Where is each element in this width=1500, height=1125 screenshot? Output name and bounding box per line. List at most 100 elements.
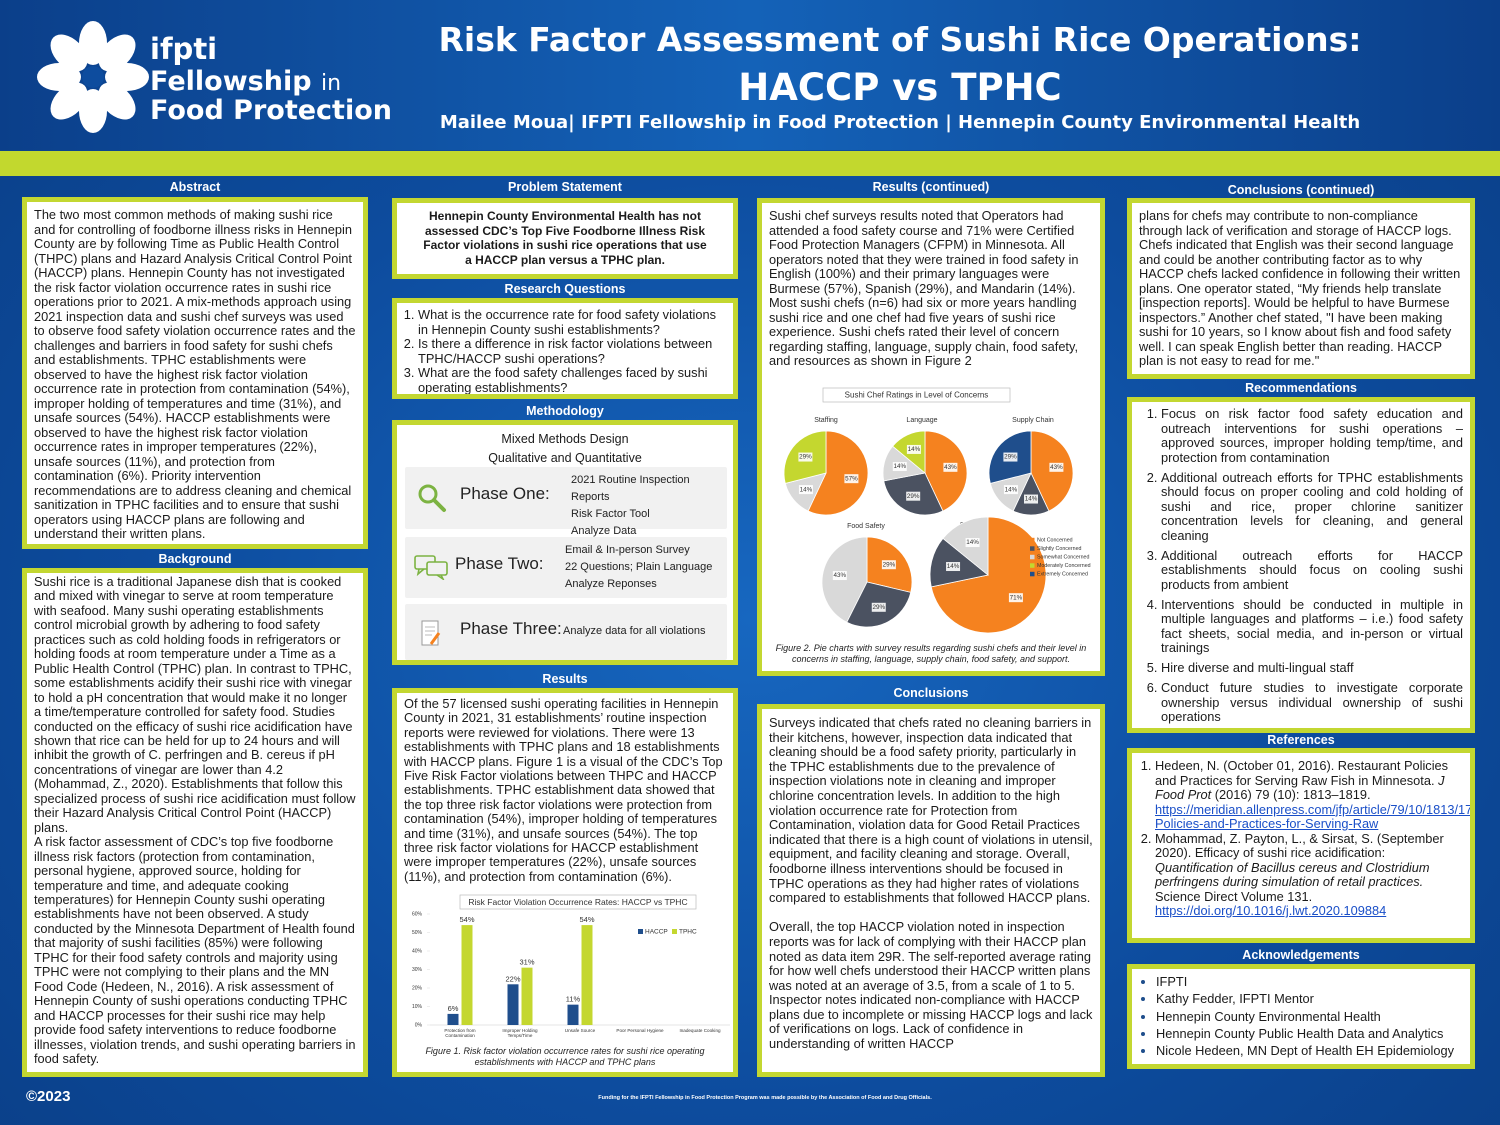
y-tick-label: 10% xyxy=(412,1004,423,1010)
pie-figure: Sushi Chef Ratings in Level of Concerns S… xyxy=(768,385,1100,640)
phase-card: Phase Two: Email & In-person Survey 22 Qu… xyxy=(405,537,727,598)
pie-label: Supply Chain xyxy=(1012,417,1054,424)
acknowledgement: Hennepin County Public Health Data and A… xyxy=(1156,1026,1463,1041)
legend-label: TPHC xyxy=(679,929,697,936)
value-label-box xyxy=(871,602,886,612)
value-label: 14% xyxy=(947,563,960,570)
logo-brand: ifpti xyxy=(150,32,218,66)
recommendation: Focus on risk factor food safety educati… xyxy=(1161,406,1463,465)
value-label-box xyxy=(906,444,921,454)
recommendation: Additional outreach efforts for TPHC est… xyxy=(1161,470,1463,544)
figure-caption: Figure 2. Pie charts with survey results… xyxy=(775,643,1087,664)
bar xyxy=(521,967,533,1025)
question-list: What is the occurrence rate for food saf… xyxy=(404,307,726,394)
value-label: 29% xyxy=(907,493,920,500)
results-box: Of the 57 licensed sushi operating facil… xyxy=(392,688,738,1077)
logo-text: Fellowship xyxy=(150,66,312,97)
reference: Hedeen, N. (October 01, 2016). Restauran… xyxy=(1155,758,1470,832)
value-label: 43% xyxy=(1050,464,1063,471)
section-heading: Results (continued) xyxy=(872,180,990,194)
chart-title: Risk Factor Violation Occurrence Rates: … xyxy=(468,897,687,907)
section-heading: References xyxy=(1267,733,1335,747)
x-tick-label: Poor Personal Hygiene xyxy=(616,1028,664,1033)
bar xyxy=(447,1013,459,1025)
paragraph: Sushi rice is a traditional Japanese dis… xyxy=(34,574,356,835)
value-label: 54% xyxy=(459,915,474,924)
references-box: Hedeen, N. (October 01, 2016). Restauran… xyxy=(1127,748,1475,943)
pie-chart: Sushi Chef Ratings in Level of Concerns S… xyxy=(783,387,1091,634)
phase-item: Email & In-person Survey xyxy=(565,544,690,556)
reference-link[interactable]: https://doi.org/10.1016/j.lwt.2020.10988… xyxy=(1155,903,1387,918)
legend-label: HACCP xyxy=(645,929,668,936)
phase-item: Analyze data for all violations xyxy=(563,625,706,637)
value-label-box xyxy=(892,462,907,472)
value-label-box xyxy=(844,474,859,484)
conclusions-continued-box: plans for chefs may contribute to non-co… xyxy=(1127,198,1475,379)
acknowledgement: Hennepin County Environmental Health xyxy=(1156,1009,1463,1024)
acknowledgement-list: IFPTI Kathy Fedder, IFPTI Mentor Hennepin … xyxy=(1139,974,1463,1058)
reference-text: Quantification of Bacillus cereus and Cl… xyxy=(1155,859,1430,889)
authors: Mailee Moua| IFPTI Fellowship in Food Pr… xyxy=(439,112,1361,133)
questions-box: What is the occurrence rate for food saf… xyxy=(392,298,738,399)
y-tick-label: 50% xyxy=(412,930,423,936)
chart-title-frame xyxy=(459,894,697,910)
acknowledgements-box: IFPTI Kathy Fedder, IFPTI Mentor Hennepin … xyxy=(1127,964,1475,1069)
recommendation: Hire diverse and multi-lingual staff xyxy=(1161,660,1463,676)
y-tick-label: 60% xyxy=(412,911,423,917)
value-label: 14% xyxy=(1005,486,1018,493)
value-label: 31% xyxy=(519,958,534,967)
copyright: ©2023 xyxy=(26,1088,71,1105)
x-tick-label: Inadequate Cooking xyxy=(679,1028,721,1033)
question: Is there a difference in risk factor vio… xyxy=(418,336,726,366)
section-heading: Conclusions (continued) xyxy=(1227,183,1375,197)
phase-items: Email & In-person Survey 22 Questions; Pl… xyxy=(565,542,712,593)
section-heading: Methodology xyxy=(526,404,604,418)
value-label-box xyxy=(1049,462,1064,472)
bar xyxy=(461,925,473,1025)
reference: Mohammad, Z. Payton, L., & Sirsat, S. (S… xyxy=(1155,831,1463,919)
paragraph: Surveys indicated that chefs rated no cl… xyxy=(769,715,1093,906)
reference-list: Hedeen, N. (October 01, 2016). Restauran… xyxy=(1139,758,1470,919)
background-box: Sushi rice is a traditional Japanese dis… xyxy=(22,568,368,1077)
logo-text: in xyxy=(320,71,342,96)
x-tick-label: Unsafe Source xyxy=(564,1028,596,1033)
problem-box: Hennepin County Environmental Health has… xyxy=(392,198,738,279)
reference-text: Hedeen, N. (October 01, 2016). Restauran… xyxy=(1155,758,1449,788)
document-icon xyxy=(421,620,441,646)
legend-swatch xyxy=(672,929,677,934)
section-heading: Abstract xyxy=(169,180,221,194)
phase-item: Analyze Reponses xyxy=(565,578,657,590)
pie-slice xyxy=(807,430,869,516)
section-heading: Research Questions xyxy=(504,282,626,296)
acknowledgement: Nicole Hedeen, MN Dept of Health EH Epid… xyxy=(1156,1043,1463,1058)
pie-label: Food Safety xyxy=(847,523,885,530)
chat-icon xyxy=(414,555,448,580)
magnifier-icon xyxy=(418,484,446,512)
design: Mixed Methods Design Qualitative and Qua… xyxy=(397,430,733,468)
value-label-box xyxy=(1003,452,1018,462)
legend-label: Slightly Concerned xyxy=(1037,546,1082,552)
value-label: 43% xyxy=(834,572,847,579)
recommendation-list: Focus on risk factor food safety educati… xyxy=(1142,406,1463,725)
recommendation: Interventions should be conducted in mul… xyxy=(1161,597,1463,656)
recommendations-box: Focus on risk factor food safety educati… xyxy=(1127,397,1475,733)
value-label-box xyxy=(946,562,961,572)
question: What is the occurrence rate for food saf… xyxy=(418,307,726,337)
phase-name: Phase Three: xyxy=(460,619,562,638)
chart-title-frame xyxy=(822,387,1011,403)
value-label: 14% xyxy=(1025,496,1038,503)
poster-title: HACCP vs TPHC xyxy=(738,66,1062,109)
value-label: 43% xyxy=(944,464,957,471)
value-label: 14% xyxy=(966,539,979,546)
paragraph: Of the 57 licensed sushi operating facil… xyxy=(404,696,723,884)
reference-link[interactable]: https://meridian.allenpress.com/jfp/arti… xyxy=(1155,801,1473,831)
value-label: 54% xyxy=(579,915,594,924)
value-label: 29% xyxy=(1004,454,1017,461)
legend-label: Not Concerned xyxy=(1037,537,1073,543)
phase-card: Phase One: 2021 Routine Inspection Repor… xyxy=(405,467,727,537)
recommendation: Additional outreach efforts for HACCP es… xyxy=(1161,548,1463,593)
value-label: 6% xyxy=(448,1004,459,1013)
figure-caption: Figure 1. Risk factor violation occurren… xyxy=(425,1046,705,1067)
value-label-box xyxy=(1003,485,1018,495)
